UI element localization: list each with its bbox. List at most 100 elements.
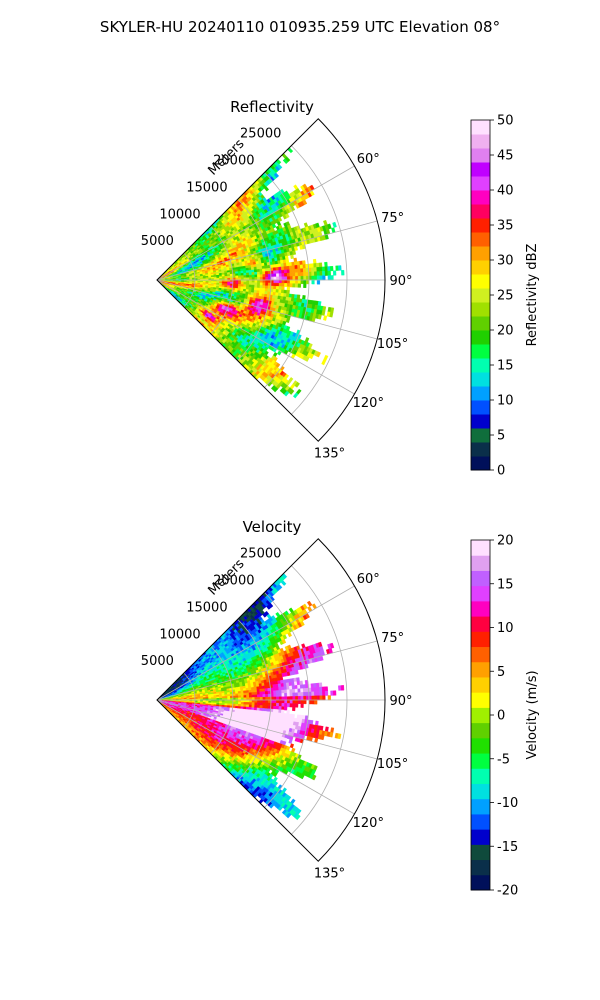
radar-bin — [294, 283, 299, 288]
radar-bin — [251, 282, 255, 286]
radar-bin — [273, 276, 277, 281]
radar-bin — [322, 270, 326, 276]
colorbar-swatch — [471, 400, 490, 415]
radar-bin — [238, 275, 242, 279]
radar-bin — [295, 276, 299, 281]
radar-bin — [321, 359, 327, 366]
radar-bin — [278, 286, 282, 291]
radar-bin — [332, 270, 337, 276]
azimuth-tick-label: 75° — [381, 211, 404, 226]
colorbar-swatch — [471, 442, 490, 457]
radar-bin — [317, 301, 322, 307]
radar-bin — [248, 272, 253, 276]
colorbar-tick-label: 25 — [497, 289, 514, 304]
radar-bin — [322, 275, 326, 281]
azimuth-tick-label: 135° — [314, 447, 345, 462]
radar-data-field — [156, 573, 345, 821]
colorbar-swatch — [471, 316, 490, 331]
radar-bin — [284, 283, 288, 288]
radar-bin — [248, 274, 253, 278]
radar-bin — [290, 254, 294, 260]
radar-bin — [259, 274, 264, 278]
radar-bin — [286, 272, 291, 277]
radar-bin — [311, 279, 315, 285]
radar-bin — [330, 275, 334, 281]
radar-bin — [319, 266, 323, 272]
radar-bin — [330, 307, 335, 313]
radar-bin — [329, 265, 334, 272]
radar-bin — [243, 284, 247, 288]
radar-bin — [296, 294, 301, 300]
radar-bin — [262, 285, 266, 289]
azimuth-tick-label: 120° — [353, 396, 384, 411]
radar-bin — [297, 279, 302, 285]
figure-title: SKYLER-HU 20240110 010935.259 UTC Elevat… — [100, 18, 500, 36]
radar-bin — [238, 281, 242, 285]
radar-bin — [278, 276, 283, 281]
radar-bin — [264, 268, 269, 272]
radar-bin — [251, 269, 255, 273]
radar-bin — [265, 273, 269, 278]
radar-bin — [254, 274, 258, 278]
radar-bin — [254, 282, 258, 286]
radar-bin — [303, 275, 307, 281]
radar-bin — [251, 272, 255, 276]
radar-bin — [240, 275, 245, 279]
radar-bin — [303, 283, 307, 289]
radar-bin — [240, 272, 244, 276]
colorbar-tick-label: 15 — [497, 359, 514, 374]
radar-bin — [278, 279, 283, 284]
radar-bin — [216, 696, 220, 699]
radar-bin — [284, 272, 288, 277]
radar-bin — [285, 258, 290, 264]
radar-bin — [248, 282, 253, 286]
radar-bin — [246, 282, 250, 286]
radar-bin — [297, 272, 302, 277]
radar-bin — [257, 277, 261, 281]
colorbar-swatch — [471, 274, 490, 289]
colorbar-tick-label: 30 — [497, 254, 514, 269]
azimuth-tick-label: 90° — [389, 274, 412, 289]
radar-bin — [205, 277, 209, 279]
colorbar-swatch — [471, 302, 490, 317]
colorbar-swatch — [471, 414, 490, 429]
radar-bin — [273, 270, 277, 275]
colorbar-tick-label: 35 — [497, 219, 514, 234]
colorbar-label: Reflectivity dBZ — [525, 244, 540, 347]
radar-bin — [245, 286, 250, 290]
radar-bin — [281, 286, 285, 291]
radar-bin — [259, 271, 263, 275]
radar-bin — [300, 279, 304, 284]
radar-bin — [259, 268, 263, 273]
colorbar-swatch — [471, 330, 490, 345]
radar-bin — [264, 288, 269, 292]
panel-title: Reflectivity — [230, 98, 314, 116]
radar-bin — [262, 274, 266, 278]
radar-bin — [281, 279, 285, 284]
radar-bin — [265, 282, 269, 287]
colorbar-swatch — [471, 162, 490, 177]
radar-bin — [237, 273, 242, 276]
colorbar-tick-label: 5 — [497, 429, 505, 444]
radar-bin — [313, 271, 318, 277]
colorbar-tick-label: 20 — [497, 324, 514, 339]
radar-bin — [297, 283, 302, 288]
radar-bin — [278, 269, 282, 274]
radar-bin — [270, 276, 274, 281]
colorbar-swatch — [471, 176, 490, 191]
colorbar-swatch — [471, 288, 490, 303]
radar-bin — [259, 282, 264, 286]
range-tick-label: 5000 — [141, 234, 174, 249]
range-tick-label: 10000 — [159, 207, 200, 222]
radar-bin — [311, 275, 315, 281]
colorbar-swatch — [471, 372, 490, 387]
radar-bin — [254, 271, 258, 276]
radar-bin — [262, 282, 266, 286]
radar-bin — [276, 276, 280, 281]
radar-bin — [303, 279, 307, 285]
radar-bin — [245, 270, 250, 274]
radar-bin — [253, 269, 258, 273]
radar-bin — [316, 275, 321, 281]
radar-bin — [270, 279, 274, 284]
radar-bin — [227, 274, 231, 277]
